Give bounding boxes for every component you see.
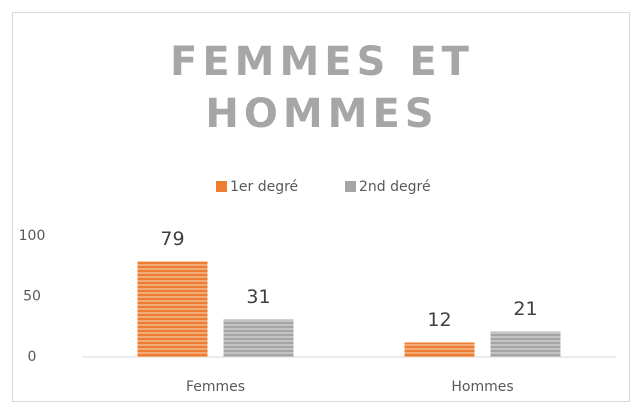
- chart-title: FEMMES ET HOMMES: [170, 39, 474, 137]
- y-tick-label: 50: [23, 289, 41, 305]
- x-tick-label: Hommes: [451, 379, 513, 395]
- bar-texture: [490, 331, 561, 357]
- value-label: 21: [513, 298, 537, 320]
- chart-frame: [12, 12, 630, 402]
- legend-swatch: [216, 181, 227, 192]
- value-label: 12: [427, 309, 451, 331]
- bar-texture: [223, 319, 294, 357]
- bar-texture: [404, 342, 475, 357]
- legend-label: 1er degré: [230, 179, 298, 195]
- value-label: 31: [246, 286, 270, 308]
- bar-texture: [137, 261, 208, 357]
- legend-swatch: [345, 181, 356, 192]
- value-label: 79: [160, 228, 184, 250]
- x-tick-label: Femmes: [186, 379, 245, 395]
- legend-label: 2nd degré: [359, 179, 431, 195]
- y-tick-label: 0: [28, 349, 37, 365]
- y-tick-label: 100: [19, 228, 46, 244]
